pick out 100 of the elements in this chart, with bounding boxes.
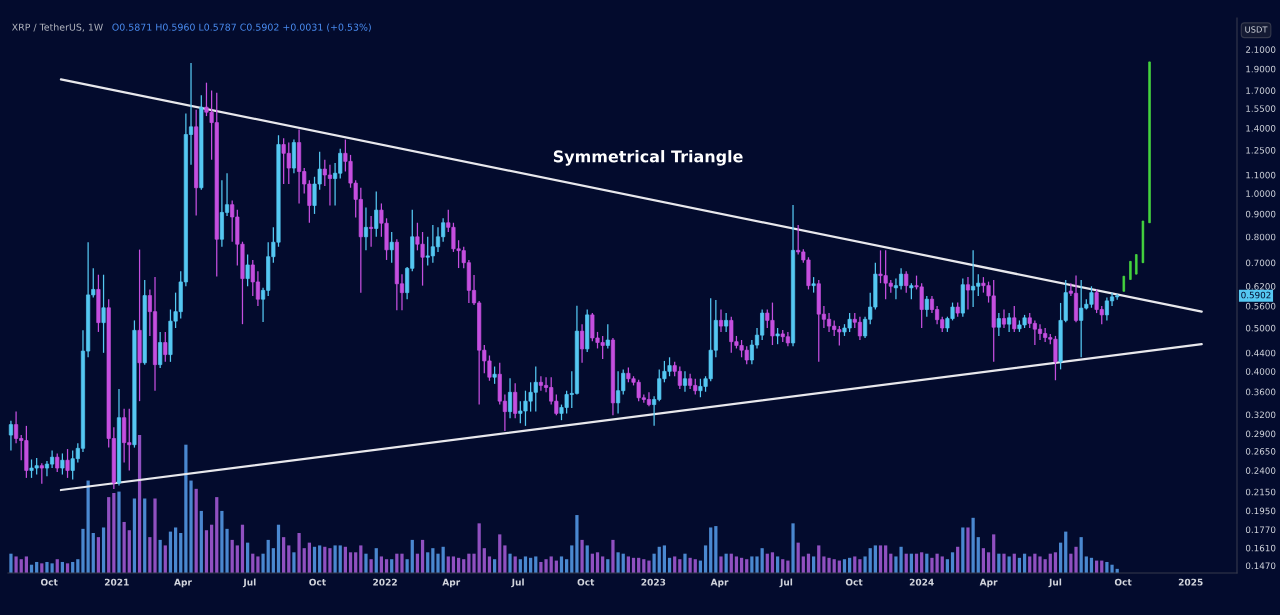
candlestick	[1148, 61, 1151, 224]
bar	[858, 559, 862, 573]
x-tick-label: Jul	[511, 578, 524, 588]
x-tick-label: Oct	[309, 578, 326, 586]
y-tick-label: 0.2650	[1245, 448, 1276, 455]
bar	[148, 537, 152, 573]
bar	[9, 553, 13, 573]
y-tick-label: 0.3200	[1245, 411, 1276, 419]
x-tick-label: Oct	[1114, 578, 1132, 586]
bar	[297, 532, 301, 573]
bar	[215, 497, 219, 573]
y-axis-title: USDT	[1245, 26, 1268, 33]
y-tick-label: 0.3600	[1245, 388, 1276, 396]
candlestick	[1012, 305, 1017, 333]
bar	[348, 552, 353, 573]
bar	[261, 553, 265, 573]
bar	[240, 524, 245, 573]
bar	[873, 545, 877, 573]
bar	[328, 548, 332, 573]
bar	[369, 559, 373, 573]
bar	[318, 545, 322, 573]
bar	[184, 444, 188, 573]
bar	[482, 548, 486, 573]
y-tick-label: 2.1000	[1245, 46, 1276, 53]
x-tick-label: 2021	[104, 578, 129, 586]
bar	[920, 552, 924, 573]
candlestick	[718, 308, 724, 333]
text: O0.5871 H0.5960 L0.5787 C0.5902 +0.0031 (+0.53%)	[112, 23, 371, 32]
y-tick-label: 0.1770	[1245, 526, 1276, 533]
candlestick	[580, 323, 585, 364]
y-tick-label: 1.4000	[1246, 125, 1276, 132]
candlestick	[369, 215, 374, 248]
bar	[364, 553, 368, 573]
candlestick	[158, 331, 163, 369]
bar	[204, 530, 209, 573]
bar	[950, 552, 955, 573]
bar	[173, 527, 178, 573]
bar	[189, 480, 193, 573]
bar	[817, 545, 821, 573]
bar	[266, 539, 270, 573]
y-tick-label: 0.2900	[1245, 430, 1276, 438]
bar	[976, 537, 980, 573]
bar	[503, 545, 507, 573]
bar	[791, 523, 795, 573]
candlestick	[374, 190, 379, 238]
bar	[230, 539, 234, 573]
bar	[1074, 546, 1078, 573]
x-tick-label: Jul	[242, 578, 256, 588]
y-tick-label: 1.5500	[1246, 105, 1276, 112]
bar	[585, 545, 589, 573]
y-tick-label: 0.4400	[1245, 349, 1276, 357]
y-tick-label: 1.0000	[1246, 190, 1276, 197]
x-tick-label: Apr	[710, 578, 729, 588]
text: XRP / TetherUS, 1W	[11, 23, 103, 32]
candlestick	[605, 323, 610, 350]
x-tick-label: 2022	[373, 578, 397, 586]
bar	[302, 548, 306, 573]
x-tick-label: Oct	[577, 578, 595, 586]
bar	[112, 492, 116, 573]
bar	[81, 528, 85, 573]
y-tick-label: 0.5000	[1245, 324, 1276, 332]
bar	[786, 560, 790, 573]
y-tick-label: 0.7000	[1245, 259, 1276, 267]
bar	[132, 498, 137, 573]
bar	[709, 527, 713, 573]
candlestick	[924, 295, 929, 318]
bar	[508, 553, 512, 573]
bar	[611, 539, 615, 573]
bar	[209, 524, 214, 573]
candlestick	[682, 370, 688, 393]
bar	[575, 515, 579, 573]
y-tick-label: 0.4000	[1245, 368, 1276, 375]
bar	[472, 553, 476, 573]
bar	[117, 491, 121, 573]
bar	[1053, 552, 1058, 573]
bar	[137, 435, 142, 573]
x-tick-label: Apr	[979, 578, 998, 588]
bar	[760, 548, 764, 573]
x-tick-label: Apr	[174, 578, 192, 588]
bar	[662, 545, 667, 573]
y-tick-label: 0.1950	[1245, 507, 1276, 515]
bar	[276, 524, 281, 573]
y-tick-label: 0.2400	[1245, 467, 1276, 474]
bar	[101, 527, 106, 573]
y-tick-label: 0.2150	[1245, 488, 1276, 496]
x-tick-label: 2025	[1178, 578, 1203, 586]
bar	[961, 527, 965, 573]
bar	[580, 539, 584, 573]
bar	[153, 498, 157, 573]
bar	[194, 488, 198, 573]
bar	[359, 545, 363, 573]
bar	[477, 523, 481, 573]
annotation: 0.5902	[1241, 291, 1271, 299]
bar	[400, 553, 404, 573]
bar	[179, 532, 183, 573]
candlestick	[363, 206, 369, 251]
bar	[992, 534, 996, 573]
candlestick	[508, 377, 513, 419]
bar	[884, 545, 888, 573]
candlestick	[65, 448, 70, 479]
